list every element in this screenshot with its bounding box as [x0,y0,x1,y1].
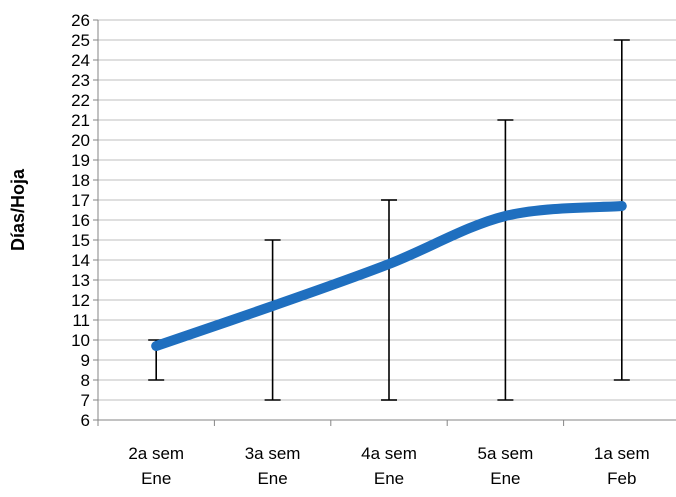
y-tick-label: 24 [71,51,90,70]
y-tick-label: 12 [71,291,90,310]
y-tick-label: 16 [71,211,90,230]
y-tick-label: 10 [71,331,90,350]
y-tick-label: 11 [72,311,90,330]
y-tick-label: 6 [81,411,90,430]
x-tick-label: 5a sem Ene [478,444,534,488]
y-tick-label: 15 [71,231,90,250]
y-tick-label: 26 [71,11,90,30]
y-tick-label: 17 [71,191,90,210]
data-point [503,214,508,218]
gridlines [98,19,676,401]
y-tick-label: 7 [81,391,90,410]
data-point [270,304,275,308]
data-point [619,204,624,208]
x-tick-label: 2a sem Ene [128,444,184,488]
y-tick-label: 8 [81,371,90,390]
y-tick-label: 18 [71,171,90,190]
y-tick-label: 22 [71,91,90,110]
y-tick-label: 23 [71,71,90,90]
y-tick-label: 21 [71,111,90,130]
y-tick-label: 25 [71,31,90,50]
y-tick-label: 19 [71,151,90,170]
x-tick-label: 4a sem Ene [361,444,417,488]
data-point [387,262,391,266]
y-tick-label: 14 [71,251,90,270]
x-tick-label: 1a sem Feb [594,444,650,488]
axes [93,19,676,426]
x-tick-label: 3a sem Ene [245,444,301,488]
y-tick-label: 20 [71,131,90,150]
y-tick-label: 9 [81,351,90,370]
series-layer [151,201,627,351]
data-point [154,344,159,348]
x-tick-labels: 2a sem Ene 3a sem Ene 4a sem Ene 5a sem Ene 1a s… [128,444,649,488]
y-axis-label: Días/Hoja [8,168,28,251]
y-tick-label: 13 [71,271,90,290]
